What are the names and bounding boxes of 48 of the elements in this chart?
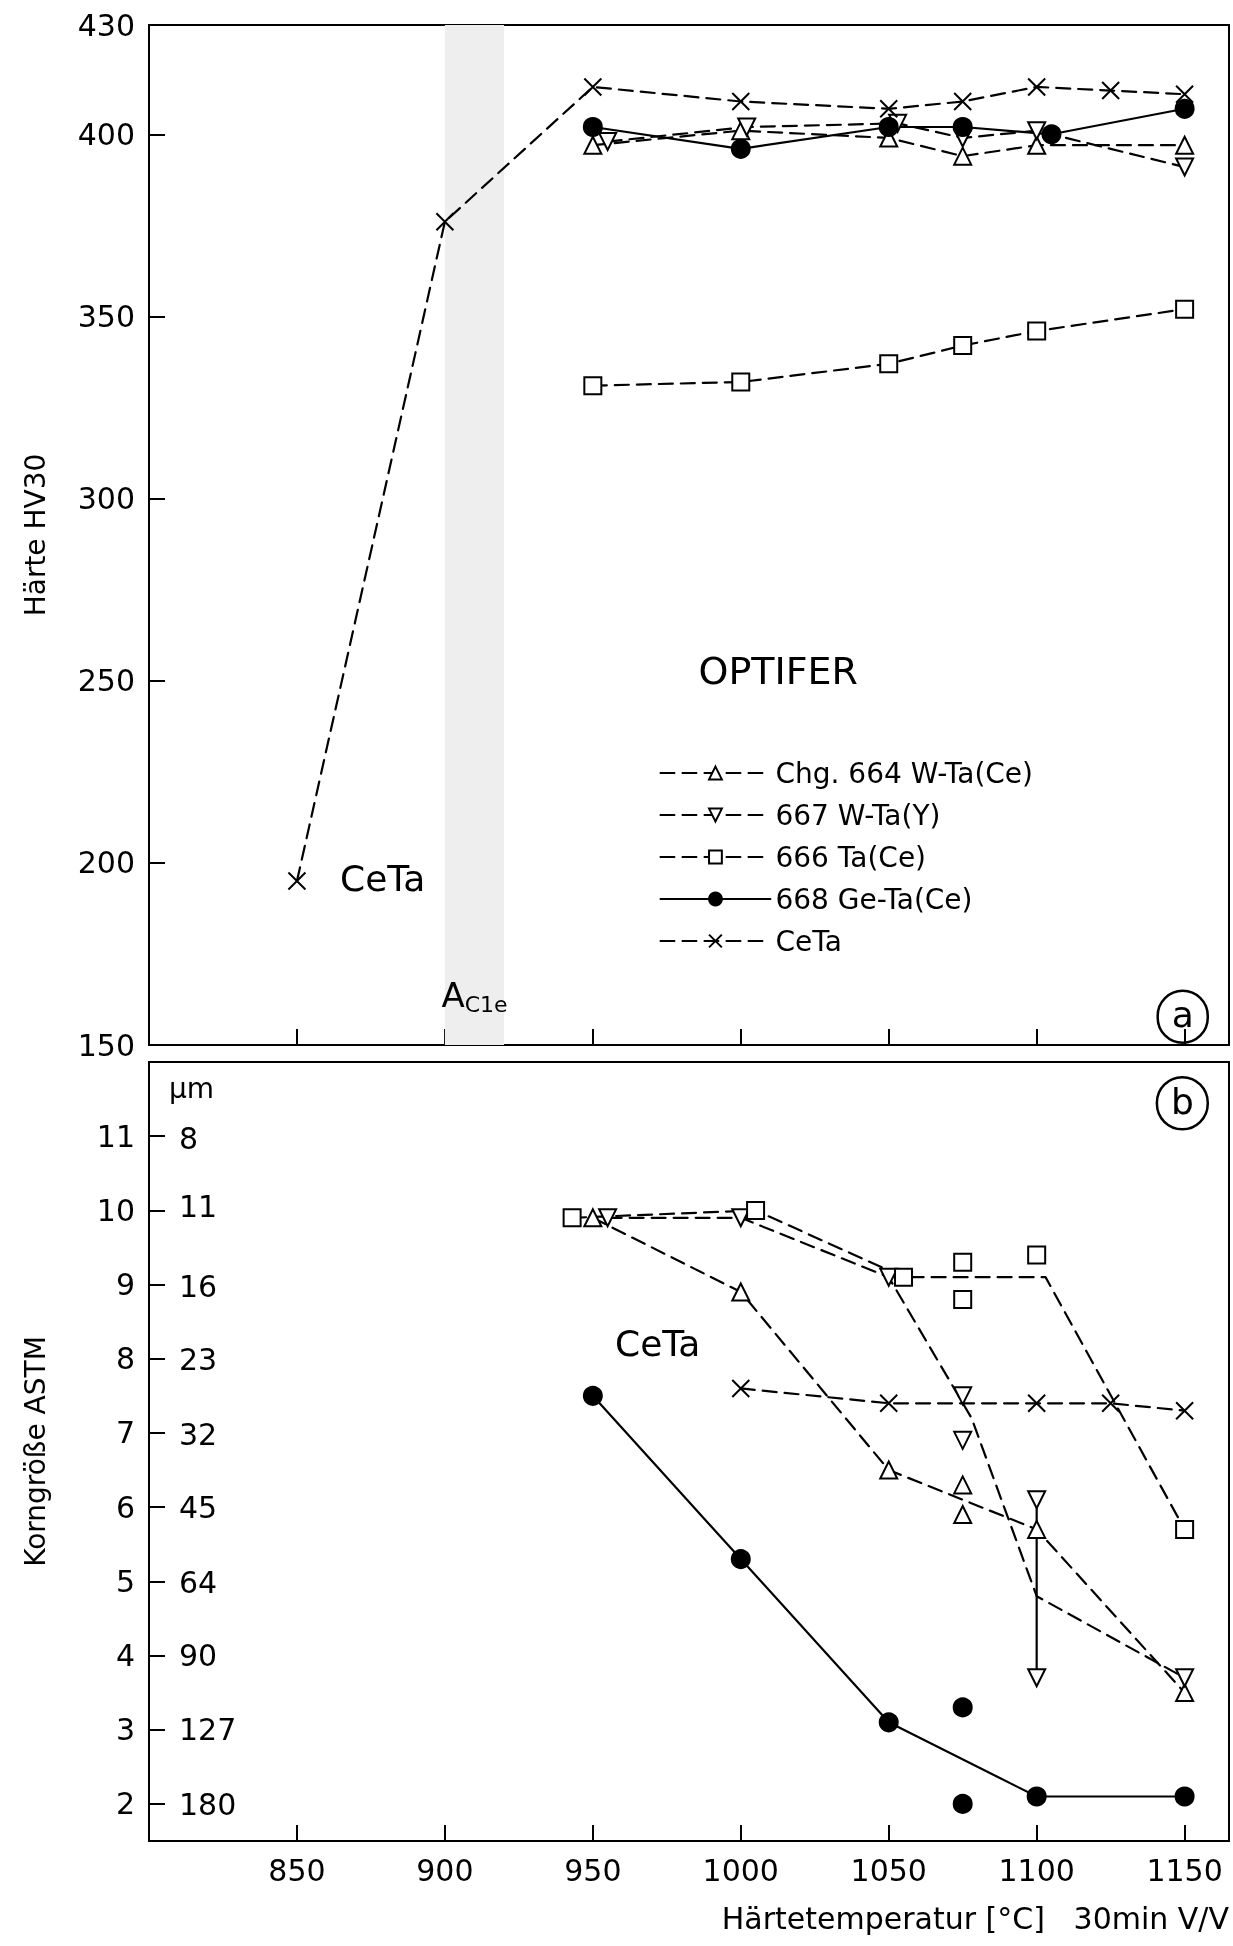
y2-tick-label: 127 bbox=[179, 1711, 237, 1747]
y-tick-label: 11 bbox=[96, 1118, 135, 1154]
x-tick-label: 1050 bbox=[850, 1852, 927, 1888]
y-axis-title: Härte HV30 bbox=[18, 453, 52, 617]
y2-tick-label: 180 bbox=[179, 1786, 237, 1822]
y-tick-label: 8 bbox=[115, 1341, 135, 1377]
y-tick-label: 10 bbox=[96, 1192, 135, 1228]
annotation: CeTa bbox=[340, 857, 426, 899]
y2-tick-label: 90 bbox=[179, 1638, 218, 1674]
y-tick-label: 430 bbox=[77, 7, 135, 43]
y2-tick-label: 16 bbox=[179, 1268, 218, 1304]
y-tick-label: 200 bbox=[77, 845, 135, 881]
y2-axis-title: μm bbox=[169, 1071, 215, 1105]
y-tick-label: 3 bbox=[115, 1712, 135, 1748]
y2-tick-label: 23 bbox=[179, 1341, 218, 1377]
y-tick-label: 400 bbox=[77, 116, 135, 152]
annotation: b bbox=[1170, 1080, 1194, 1122]
x-tick-label: 1150 bbox=[1146, 1852, 1223, 1888]
legend-label: CeTa bbox=[775, 924, 842, 958]
y2-tick-label: 64 bbox=[179, 1565, 218, 1601]
y-tick-label: 350 bbox=[77, 298, 135, 334]
y2-tick-label: 8 bbox=[179, 1120, 199, 1156]
x-tick-label: 950 bbox=[564, 1852, 622, 1888]
y2-tick-label: 45 bbox=[179, 1490, 218, 1526]
y-tick-label: 6 bbox=[115, 1489, 135, 1525]
y-tick-label: 150 bbox=[77, 1027, 135, 1063]
annotation: CeTa bbox=[615, 1322, 701, 1364]
legend-label: 666 Ta(Ce) bbox=[775, 840, 927, 874]
x-tick-label: 900 bbox=[416, 1852, 474, 1888]
legend-label: 668 Ge-Ta(Ce) bbox=[775, 882, 973, 916]
x-tick-label: 1100 bbox=[998, 1852, 1075, 1888]
y-tick-label: 4 bbox=[115, 1638, 135, 1674]
y-axis-title: Korngröße ASTM bbox=[18, 1336, 52, 1567]
annotation: a bbox=[1171, 994, 1194, 1036]
y-tick-label: 300 bbox=[77, 481, 135, 517]
y-tick-label: 5 bbox=[115, 1563, 135, 1599]
legend-title: OPTIFER bbox=[698, 649, 858, 693]
legend-label: 667 W-Ta(Y) bbox=[775, 798, 941, 832]
y2-tick-label: 32 bbox=[179, 1417, 218, 1453]
legend-label: Chg. 664 W-Ta(Ce) bbox=[775, 756, 1034, 790]
y-tick-label: 7 bbox=[115, 1415, 135, 1451]
y-tick-label: 9 bbox=[115, 1267, 135, 1303]
y-tick-label: 2 bbox=[115, 1786, 135, 1822]
y2-tick-label: 11 bbox=[179, 1188, 218, 1224]
x-tick-label: 850 bbox=[268, 1852, 326, 1888]
x-axis-title: Härtetemperatur [°C] 30min V/V bbox=[721, 1900, 1230, 1936]
y-tick-label: 250 bbox=[77, 663, 135, 699]
x-tick-label: 1000 bbox=[702, 1852, 779, 1888]
